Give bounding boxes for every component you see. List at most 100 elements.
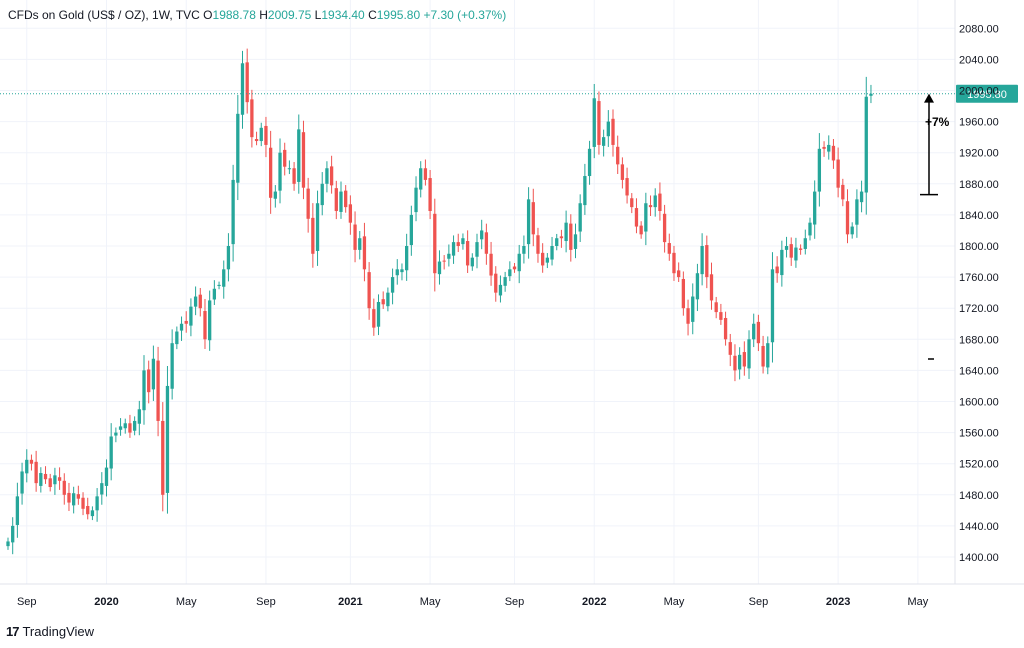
time-tick-label: 2023 bbox=[826, 596, 850, 608]
candle-body bbox=[236, 113, 240, 183]
candle-body bbox=[822, 146, 826, 149]
candle-body bbox=[283, 149, 287, 167]
last-price-tag-label: 1995.80 bbox=[967, 89, 1007, 101]
time-tick-label: Sep bbox=[749, 596, 769, 608]
candle-body bbox=[278, 152, 282, 191]
high-label: H bbox=[259, 8, 268, 22]
candle-body bbox=[292, 168, 296, 184]
candle-body bbox=[583, 176, 587, 206]
candle-body bbox=[20, 471, 24, 494]
candle-body bbox=[179, 323, 184, 331]
candle-body bbox=[855, 199, 859, 225]
price-tick-label: 1960.00 bbox=[959, 117, 999, 129]
candle-body bbox=[67, 492, 71, 503]
candle-body bbox=[723, 317, 728, 340]
low-label: L bbox=[314, 8, 322, 22]
candle-body bbox=[850, 226, 854, 235]
candle-body bbox=[775, 266, 779, 274]
time-tick-label: Sep bbox=[256, 596, 276, 608]
candle-body bbox=[156, 360, 160, 421]
candle-body bbox=[409, 214, 413, 246]
candle-body bbox=[597, 101, 601, 145]
candle-body bbox=[104, 467, 109, 486]
candle-body bbox=[217, 284, 221, 286]
time-tick-label: May bbox=[176, 596, 197, 608]
candle-body bbox=[606, 121, 610, 137]
candle-body bbox=[287, 168, 292, 170]
candle-body bbox=[76, 494, 80, 499]
time-tick-label: 2022 bbox=[582, 596, 606, 608]
candle-body bbox=[752, 323, 756, 340]
candle-body bbox=[742, 352, 746, 367]
candle-body bbox=[414, 187, 418, 213]
candle-body bbox=[517, 253, 521, 272]
candle-body bbox=[761, 345, 765, 367]
candle-body bbox=[118, 426, 123, 430]
price-tick-label: 1640.00 bbox=[959, 365, 999, 377]
tradingview-logo-icon: 17 bbox=[6, 624, 20, 639]
candle-body bbox=[737, 354, 742, 370]
candle-body bbox=[57, 477, 62, 481]
candle-body bbox=[390, 277, 395, 293]
candle-body bbox=[789, 244, 793, 258]
candle-body bbox=[175, 331, 179, 345]
candle-body bbox=[770, 269, 775, 343]
candle-body bbox=[48, 478, 52, 488]
candle-body bbox=[353, 224, 357, 250]
candle-body bbox=[226, 246, 231, 270]
candle-body bbox=[691, 296, 695, 322]
time-axis[interactable]: Sep 2020 May Sep 2021 May Sep 2022 May Sep 2023 May bbox=[17, 596, 929, 608]
candle-body bbox=[813, 191, 817, 225]
candle-body bbox=[53, 475, 57, 485]
price-tick-label: 2000.00 bbox=[959, 86, 999, 98]
candle-body bbox=[395, 269, 399, 276]
candle-body bbox=[573, 234, 578, 249]
candle-body bbox=[841, 184, 845, 200]
candle-body bbox=[442, 260, 446, 262]
candle-body bbox=[489, 253, 493, 276]
candle-body bbox=[193, 296, 198, 307]
candle-body bbox=[245, 62, 249, 103]
candle-body bbox=[376, 301, 381, 327]
close-value: 1995.80 bbox=[376, 8, 421, 22]
candle-body bbox=[592, 98, 596, 147]
candle-body bbox=[508, 269, 512, 277]
tradingview-branding[interactable]: 17 TradingView bbox=[6, 624, 94, 639]
candle-body bbox=[268, 147, 273, 198]
time-tick-label: 2020 bbox=[94, 596, 118, 608]
candle-body bbox=[541, 252, 545, 266]
candle-body bbox=[766, 343, 770, 368]
candle-body bbox=[601, 137, 606, 146]
candle-body bbox=[611, 118, 615, 145]
candle-body bbox=[34, 461, 38, 484]
candle-body bbox=[62, 480, 66, 495]
candle-body bbox=[451, 242, 456, 256]
candle-body bbox=[695, 273, 700, 300]
candle-body bbox=[578, 203, 582, 232]
range-arrow-head bbox=[924, 93, 934, 103]
candle-body bbox=[714, 302, 718, 313]
time-tick-label: Sep bbox=[17, 596, 37, 608]
candle-body bbox=[808, 222, 812, 236]
candle-body bbox=[109, 436, 113, 469]
candle-body bbox=[344, 190, 348, 208]
candle-body bbox=[616, 146, 620, 165]
candle-body bbox=[329, 166, 334, 186]
candle-body bbox=[545, 257, 549, 263]
candle-body bbox=[709, 274, 714, 301]
price-tick-label: 2040.00 bbox=[959, 54, 999, 66]
candle-body bbox=[81, 497, 85, 509]
time-tick-label: May bbox=[664, 596, 685, 608]
candle-body bbox=[550, 246, 554, 260]
price-axis[interactable]: 2080.00 2040.00 2000.00 1960.00 1920.00 1880.… bbox=[959, 23, 999, 564]
candle-body bbox=[639, 225, 643, 235]
candle-body bbox=[339, 191, 343, 212]
candle-body bbox=[667, 243, 671, 254]
candle-body bbox=[72, 493, 76, 506]
candle-body bbox=[831, 145, 836, 161]
candle-body bbox=[405, 246, 409, 271]
candle-body bbox=[512, 266, 517, 270]
price-tick-label: 1480.00 bbox=[959, 490, 999, 502]
open-value: 1988.78 bbox=[212, 8, 256, 22]
